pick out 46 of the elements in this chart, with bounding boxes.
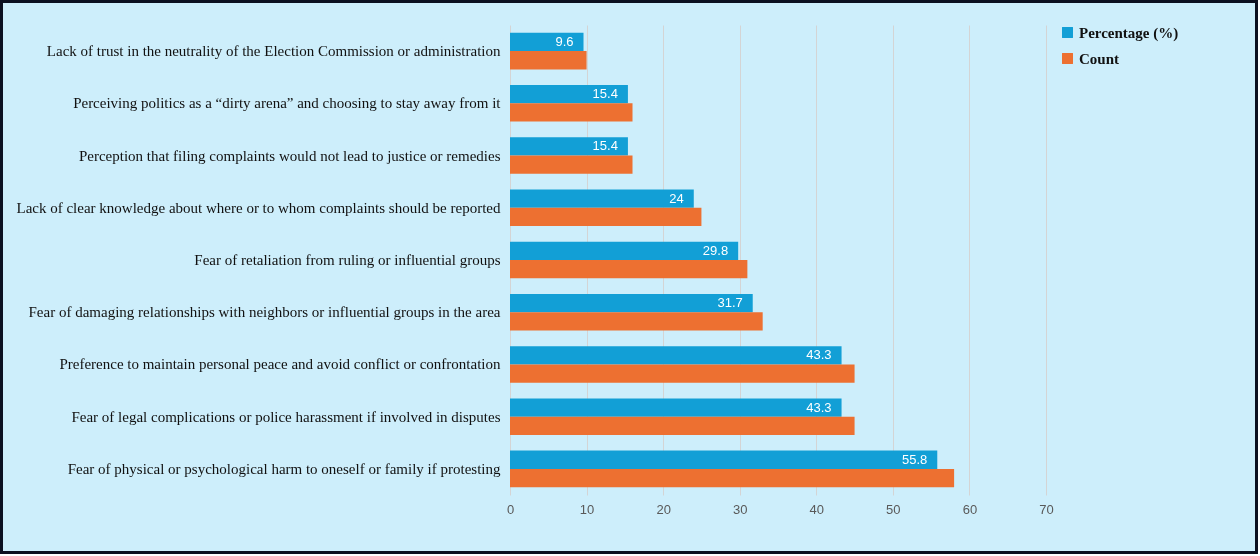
y-tick-label: Fear of physical or psychological harm to oneself or family if protesting	[67, 460, 501, 477]
x-tick-label: 0	[506, 501, 515, 517]
bar	[510, 293, 753, 313]
y-tick-label: Perceiving politics as a “dirty arena” and choosing to stay away from it	[73, 95, 502, 112]
legend-label: Percentage (%)	[1079, 24, 1179, 42]
y-tick-label: Lack of trust in the neutrality of the Election Commission or administration	[46, 43, 501, 60]
y-tick-label: Lack of clear knowledge about where or to whom complaints should be reported	[16, 199, 501, 216]
bar	[510, 398, 842, 417]
bar	[510, 312, 763, 331]
x-tick-label: 70	[1039, 501, 1054, 517]
y-tick-label: Perception that filing complaints would not lead to justice or remedies	[78, 147, 501, 164]
data-label: 15.4	[592, 138, 618, 154]
bar	[510, 32, 584, 52]
data-label: 9.6	[555, 33, 574, 49]
y-tick-label: Fear of legal complications or police harassment if involved in disputes	[71, 408, 501, 425]
y-tick-label: Fear of retaliation from ruling or influential groups	[194, 252, 501, 268]
data-label: 55.8	[901, 451, 928, 467]
bar	[510, 364, 855, 383]
bar	[510, 137, 628, 156]
data-label: 29.8	[702, 242, 729, 258]
x-tick-label: 60	[962, 501, 978, 517]
bar	[510, 85, 628, 104]
bar	[510, 241, 739, 260]
y-tick-label: Fear of damaging relationships with neighbors or influential groups in the area	[28, 304, 501, 321]
bar	[510, 207, 702, 227]
x-tick-label: 50	[886, 501, 901, 517]
bar	[510, 346, 842, 365]
legend-label: Count	[1079, 50, 1120, 67]
bar	[510, 468, 955, 488]
data-label: 15.4	[592, 86, 618, 102]
bar	[510, 260, 748, 279]
x-tick-label: 30	[732, 501, 748, 517]
bar	[510, 155, 633, 174]
data-label: 24	[669, 190, 684, 206]
bar	[510, 189, 694, 208]
bar	[510, 51, 587, 70]
data-label: 31.7	[717, 295, 743, 311]
x-tick-label: 40	[809, 501, 825, 517]
bar	[510, 103, 633, 122]
y-tick-label: Preference to maintain personal peace and avoid conflict or confrontation	[59, 356, 501, 373]
bar	[510, 450, 938, 469]
data-label: 43.3	[806, 347, 832, 363]
x-tick-label: 20	[656, 501, 671, 517]
bar	[510, 416, 855, 435]
data-label: 43.3	[806, 399, 832, 415]
x-tick-label: 10	[579, 501, 595, 517]
